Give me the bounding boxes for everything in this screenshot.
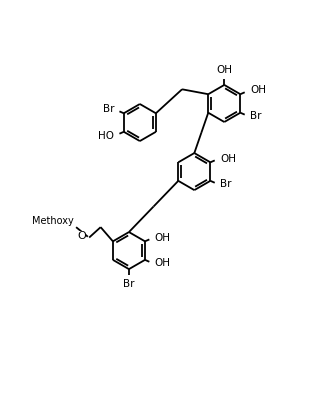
Text: Methoxy: Methoxy: [32, 216, 74, 226]
Text: OH: OH: [155, 232, 171, 242]
Text: Br: Br: [220, 179, 231, 189]
Text: Br: Br: [250, 111, 262, 121]
Text: OH: OH: [220, 153, 236, 163]
Text: HO: HO: [98, 130, 114, 140]
Text: OH: OH: [216, 65, 232, 75]
Text: Br: Br: [123, 280, 135, 290]
Text: OH: OH: [155, 258, 171, 268]
Text: Br: Br: [103, 104, 114, 115]
Text: O: O: [77, 231, 86, 241]
Text: OH: OH: [250, 85, 266, 95]
